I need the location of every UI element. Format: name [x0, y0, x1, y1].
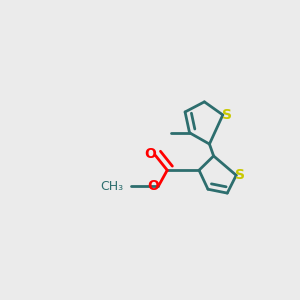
Text: S: S [222, 108, 232, 122]
Text: S: S [235, 168, 245, 182]
Text: O: O [144, 147, 156, 161]
Text: O: O [147, 179, 159, 193]
Text: CH₃: CH₃ [100, 180, 123, 193]
